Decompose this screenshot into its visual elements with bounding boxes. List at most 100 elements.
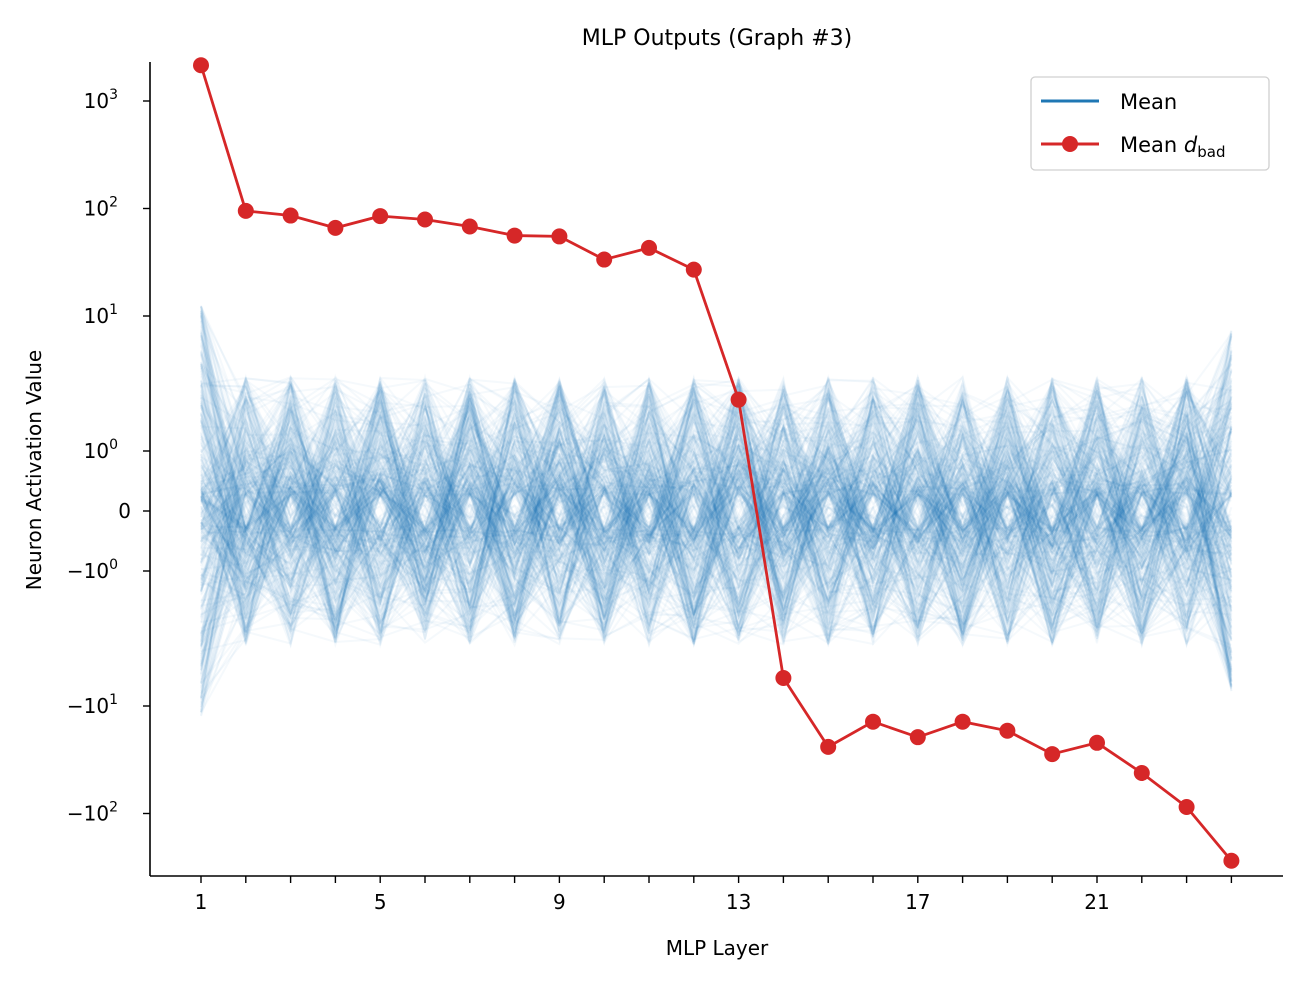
neuron-trace — [200, 329, 1233, 638]
neuron-trace — [200, 393, 1233, 639]
neuron-trace — [200, 392, 1233, 637]
neuron-trace — [200, 380, 1233, 690]
neuron-trace — [200, 387, 1233, 624]
neuron-trace — [200, 390, 1233, 641]
neuron-trace — [200, 378, 1233, 643]
neuron-trace — [200, 379, 1232, 683]
neuron-trace — [200, 380, 1232, 630]
neuron-trace — [200, 383, 1233, 622]
neuron-trace — [200, 334, 1233, 631]
neuron-trace — [200, 376, 1232, 643]
neuron-trace — [200, 396, 1233, 687]
neuron-trace — [200, 407, 1233, 639]
neuron-trace — [200, 403, 1233, 650]
neuron-trace — [200, 381, 1233, 677]
neuron-trace — [200, 393, 1233, 654]
neuron-trace — [200, 382, 1233, 643]
neuron-trace — [200, 375, 1233, 622]
neuron-trace — [200, 384, 1233, 638]
neuron-trace — [200, 350, 1233, 646]
mean-dbad-point — [461, 218, 478, 235]
neuron-trace — [200, 388, 1232, 635]
neuron-trace — [200, 375, 1233, 642]
neuron-trace — [200, 370, 1233, 636]
neuron-trace — [200, 409, 1232, 642]
neuron-trace — [200, 383, 1232, 652]
neuron-trace — [200, 399, 1232, 684]
neuron-trace — [200, 394, 1233, 641]
mean-dbad-point — [282, 207, 299, 224]
y-tick-base: 10 — [84, 439, 109, 463]
neuron-trace — [200, 375, 1233, 686]
neuron-trace — [200, 386, 1233, 635]
neuron-trace — [200, 314, 1233, 637]
legend-dbad-sub: bad — [1197, 143, 1225, 161]
neuron-trace — [200, 386, 1233, 634]
y-tick-exponent: 1 — [109, 302, 118, 318]
neuron-trace — [200, 377, 1233, 630]
neuron-trace — [200, 370, 1233, 635]
neuron-trace — [200, 382, 1232, 632]
y-tick-base: 0 — [118, 499, 131, 523]
neuron-trace — [200, 375, 1233, 682]
neuron-trace — [200, 362, 1233, 635]
legend-dbad-italic: d — [1184, 133, 1198, 157]
neuron-trace — [200, 375, 1232, 642]
neuron-trace — [200, 379, 1233, 692]
neuron-trace — [200, 358, 1233, 641]
neuron-trace — [200, 335, 1233, 677]
neuron-trace — [200, 371, 1233, 642]
neuron-trace — [200, 401, 1233, 667]
neuron-trace — [200, 396, 1233, 633]
neuron-trace — [200, 376, 1233, 648]
neuron-trace — [200, 381, 1233, 683]
neuron-trace — [200, 365, 1232, 644]
neuron-trace — [200, 354, 1233, 634]
neuron-trace — [200, 389, 1233, 706]
neuron-trace — [200, 382, 1233, 642]
neuron-trace — [200, 384, 1233, 638]
y-tick-base: 10 — [84, 197, 109, 221]
neuron-trace — [200, 389, 1233, 609]
neuron-trace — [200, 406, 1232, 641]
neuron-trace — [200, 396, 1233, 689]
neuron-trace — [200, 383, 1233, 638]
neuron-trace — [200, 373, 1233, 629]
neuron-trace — [200, 401, 1233, 631]
neuron-trace — [200, 375, 1233, 672]
neuron-trace — [200, 396, 1233, 632]
neuron-trace — [200, 378, 1233, 624]
neuron-trace — [200, 387, 1233, 643]
neuron-trace — [200, 379, 1233, 646]
neuron-trace — [200, 376, 1233, 653]
mean-dbad-point — [1044, 746, 1061, 763]
mean-dbad-point — [417, 211, 433, 228]
neuron-trace — [200, 376, 1233, 672]
neuron-trace — [200, 437, 1233, 657]
neuron-trace — [200, 381, 1233, 630]
neuron-trace — [200, 365, 1232, 634]
neuron-trace — [200, 404, 1233, 617]
neuron-trace — [200, 375, 1233, 631]
mean-dbad-point — [999, 722, 1016, 739]
y-tick-base: 10 — [84, 89, 109, 113]
neuron-trace — [200, 398, 1233, 636]
neuron-trace — [200, 425, 1232, 644]
neuron-trace — [200, 380, 1233, 643]
neuron-trace — [200, 306, 1233, 670]
neuron-trace — [200, 385, 1232, 650]
x-tick-label: 17 — [905, 890, 930, 914]
legend-dbad-label: Mean dbad — [1120, 133, 1226, 161]
neuron-trace — [200, 379, 1233, 637]
neuron-trace — [200, 367, 1233, 641]
mean-dbad-point — [372, 208, 389, 225]
mean-dbad-point — [327, 219, 344, 236]
neuron-trace — [200, 375, 1233, 655]
neuron-trace — [200, 379, 1233, 647]
neuron-trace — [200, 383, 1232, 642]
neuron-trace — [200, 389, 1233, 666]
neuron-trace — [200, 378, 1233, 599]
neuron-trace — [200, 338, 1233, 632]
neuron-trace — [200, 418, 1233, 638]
legend-dbad-marker — [1062, 136, 1078, 152]
